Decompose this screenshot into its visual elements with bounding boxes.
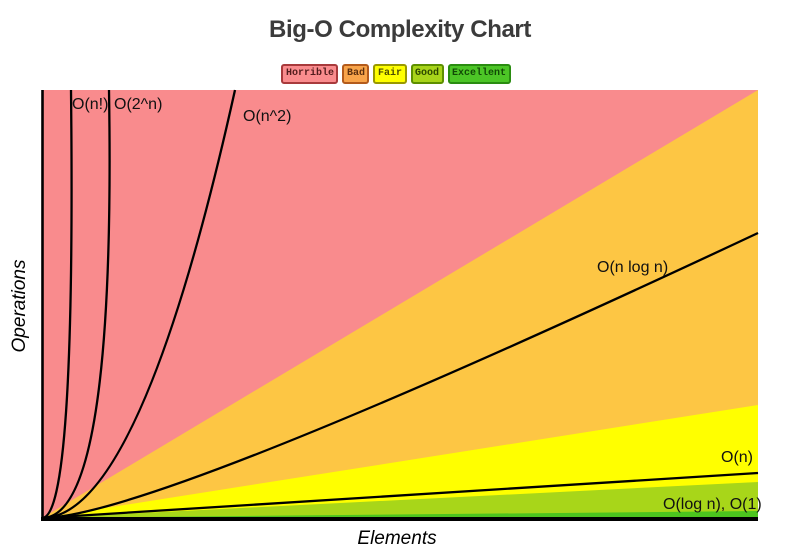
svg-text:O(n): O(n)	[721, 449, 753, 466]
svg-text:Elements: Elements	[357, 528, 437, 549]
svg-text:O(log n), O(1): O(log n), O(1)	[663, 496, 762, 513]
svg-text:O(n log n): O(n log n)	[597, 259, 668, 276]
svg-text:Operations: Operations	[9, 259, 30, 352]
svg-text:O(2^n): O(2^n)	[114, 96, 162, 113]
svg-text:O(n!): O(n!)	[72, 96, 108, 113]
svg-text:O(n^2): O(n^2)	[243, 108, 291, 125]
